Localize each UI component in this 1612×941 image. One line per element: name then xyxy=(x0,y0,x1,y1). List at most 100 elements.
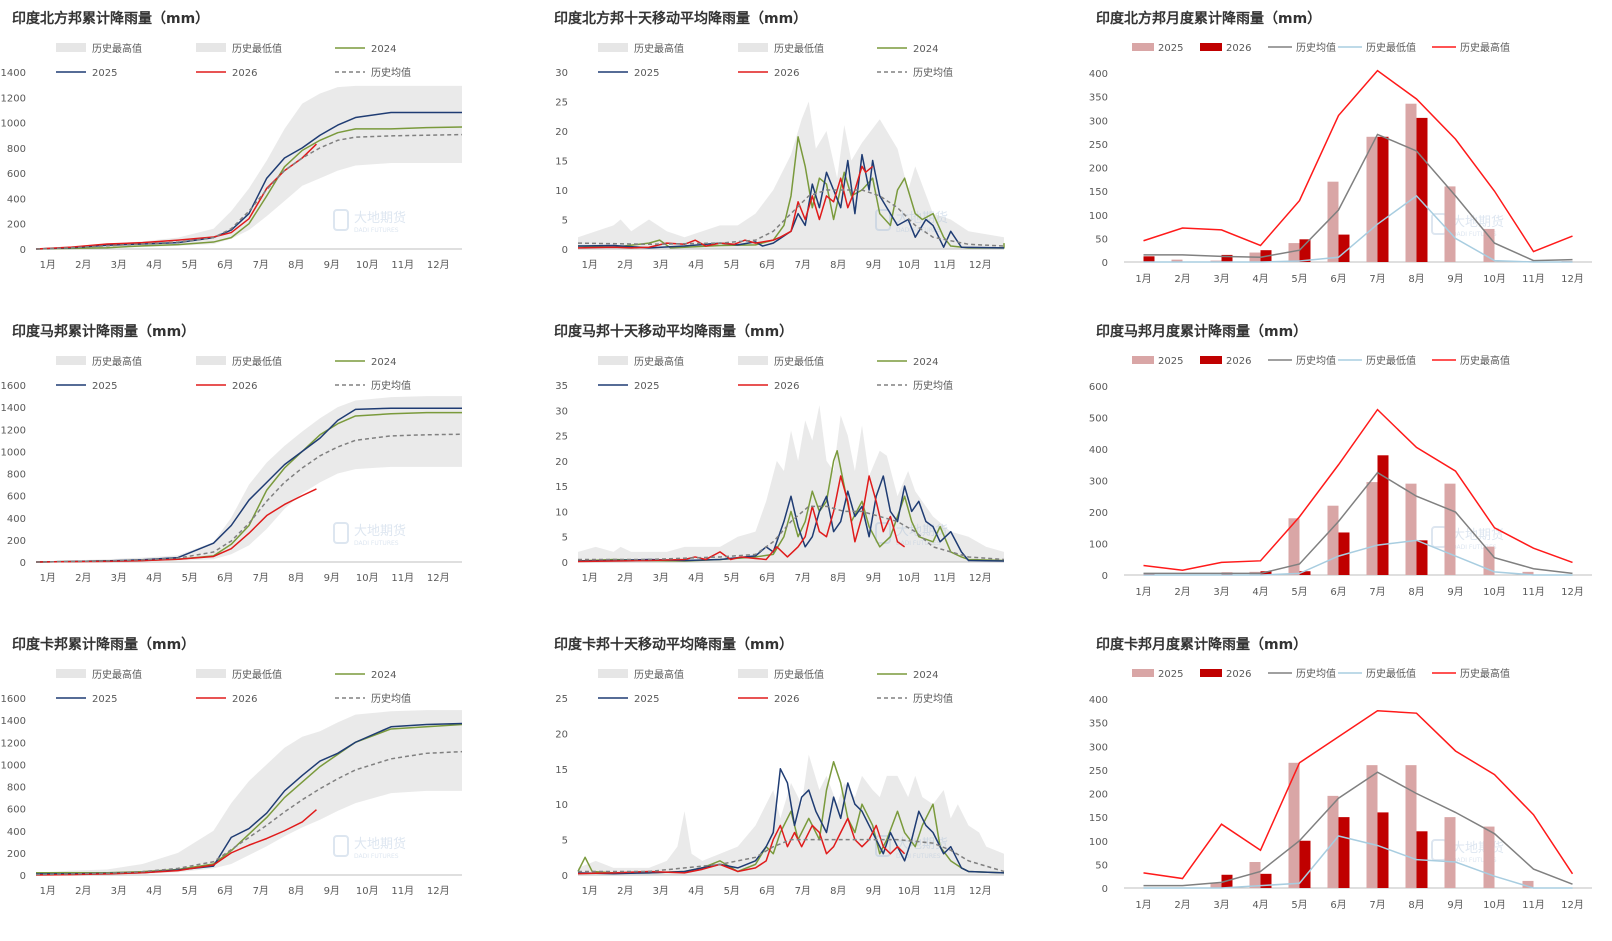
x-tick-label: 9月 xyxy=(866,572,882,584)
legend-item: 2025 xyxy=(598,694,659,705)
legend-label: 2026 xyxy=(774,381,799,392)
watermark-text: 大地期货 xyxy=(354,523,406,539)
series-y2026 xyxy=(577,475,906,563)
y-tick-label: 5 xyxy=(562,216,568,227)
y-tick-label: 15 xyxy=(555,157,568,168)
series-y2024 xyxy=(577,136,1005,249)
legend-label: 2025 xyxy=(634,68,659,79)
x-tick-label: 1月 xyxy=(582,572,598,584)
series-y2025 xyxy=(577,153,1005,249)
x-tick-label: 8月 xyxy=(1408,586,1424,598)
y-tick-label: 50 xyxy=(1095,234,1108,245)
x-tick-label: 2月 xyxy=(75,259,91,271)
y-tick-label: 400 xyxy=(7,194,26,205)
bar-2025 xyxy=(1366,136,1378,262)
legend-label: 2025 xyxy=(634,381,659,392)
series-y2025 xyxy=(577,768,1005,875)
legend-item: 历史最低值 xyxy=(1338,667,1416,680)
hist-range-band xyxy=(578,405,1004,562)
y-tick-label: 30 xyxy=(555,68,568,79)
legend-swatch xyxy=(1132,356,1154,364)
x-tick-label: 3月 xyxy=(111,572,127,584)
x-tick-label: 8月 xyxy=(288,885,304,897)
bar-2025 xyxy=(1327,505,1339,575)
legend-item: 2025 xyxy=(1132,669,1183,680)
x-tick-label: 6月 xyxy=(217,572,233,584)
bar-2026 xyxy=(1338,234,1350,262)
bar-2026 xyxy=(1377,136,1389,262)
legend-label: 2024 xyxy=(913,357,938,368)
y-tick-label: 200 xyxy=(1089,790,1108,801)
legend-item: 历史最高值 xyxy=(1432,354,1510,367)
legend-label: 2025 xyxy=(634,694,659,705)
watermark-subtext: DADI FUTURES xyxy=(896,540,941,547)
legend-label: 历史均值 xyxy=(913,692,953,705)
bar-2025 xyxy=(1405,483,1417,575)
y-tick-label: 800 xyxy=(7,470,26,481)
y-tick-label: 1200 xyxy=(1,425,26,436)
legend-swatch xyxy=(56,43,86,52)
y-tick-label: 500 xyxy=(1089,414,1108,425)
x-tick-label: 5月 xyxy=(1291,899,1307,911)
y-tick-label: 400 xyxy=(1089,445,1108,456)
chart-title: 印度北方邦月度累计降雨量（mm） xyxy=(1096,11,1322,27)
legend-label: 历史均值 xyxy=(371,692,411,705)
y-tick-label: 1200 xyxy=(1,93,26,104)
legend-item: 2026 xyxy=(738,694,799,705)
legend-item: 2024 xyxy=(335,670,396,681)
legend-label: 历史均值 xyxy=(371,379,411,392)
legend-item: 历史最高值 xyxy=(1432,667,1510,680)
legend-label: 历史最低值 xyxy=(1366,41,1416,54)
y-tick-label: 350 xyxy=(1089,93,1108,104)
line-hist-min xyxy=(1143,539,1573,576)
watermark-logo xyxy=(333,835,349,857)
y-tick-label: 1200 xyxy=(1,738,26,749)
legend-label: 2025 xyxy=(1158,43,1183,54)
bar-2025 xyxy=(1444,817,1456,888)
legend-label: 2025 xyxy=(1158,356,1183,367)
x-tick-label: 5月 xyxy=(724,259,740,271)
y-tick-label: 200 xyxy=(1089,508,1108,519)
legend-label: 2024 xyxy=(371,44,396,55)
x-tick-label: 12月 xyxy=(1561,899,1584,911)
bar-2025 xyxy=(1522,571,1534,575)
legend-label: 历史最低值 xyxy=(1366,354,1416,367)
x-tick-label: 9月 xyxy=(324,572,340,584)
y-tick-label: 15 xyxy=(555,765,568,776)
x-tick-label: 4月 xyxy=(1252,899,1268,911)
bar-2026 xyxy=(1416,540,1428,575)
legend-label: 历史最高值 xyxy=(1460,41,1510,54)
legend-swatch xyxy=(1200,356,1222,364)
x-tick-label: 7月 xyxy=(795,572,811,584)
watermark-text: 大地期货 xyxy=(1452,527,1504,543)
y-tick-label: 1000 xyxy=(1,760,26,771)
x-tick-label: 12月 xyxy=(1561,586,1584,598)
x-tick-label: 1月 xyxy=(582,259,598,271)
x-tick-label: 2月 xyxy=(1174,899,1190,911)
legend-label: 2025 xyxy=(92,68,117,79)
legend-item: 2026 xyxy=(738,68,799,79)
x-tick-label: 1月 xyxy=(40,572,56,584)
x-tick-label: 11月 xyxy=(1522,899,1545,911)
x-tick-label: 5月 xyxy=(182,259,198,271)
x-tick-label: 1月 xyxy=(582,885,598,897)
y-tick-label: 400 xyxy=(1089,695,1108,706)
legend-label: 历史最高值 xyxy=(634,355,684,368)
y-tick-label: 600 xyxy=(1089,382,1108,393)
x-tick-label: 10月 xyxy=(898,572,921,584)
x-tick-label: 10月 xyxy=(356,259,379,271)
y-tick-label: 200 xyxy=(7,536,26,547)
y-tick-label: 350 xyxy=(1089,719,1108,730)
x-tick-label: 2月 xyxy=(75,572,91,584)
x-tick-label: 2月 xyxy=(617,259,633,271)
legend-item: 历史最低值 xyxy=(196,668,282,681)
legend-swatch xyxy=(196,669,226,678)
series-y2025 xyxy=(577,475,1005,562)
x-tick-label: 4月 xyxy=(688,259,704,271)
legend-swatch xyxy=(1132,43,1154,51)
legend-item: 历史最低值 xyxy=(738,42,824,55)
legend-item: 历史均值 xyxy=(1268,354,1336,367)
